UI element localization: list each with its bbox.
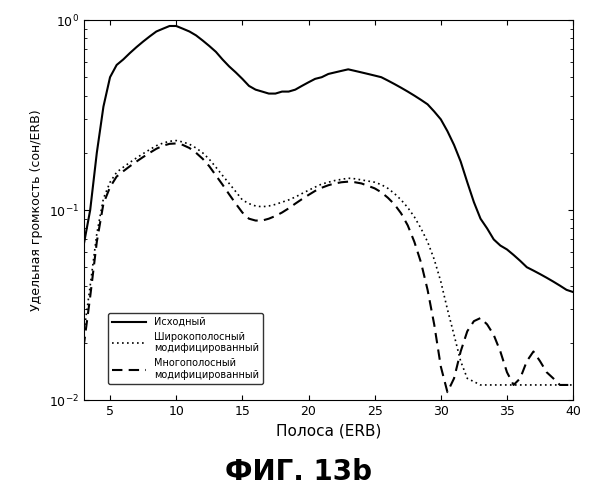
X-axis label: Полоса (ERB): Полоса (ERB) <box>276 424 381 438</box>
Text: ФИГ. 13b: ФИГ. 13b <box>225 458 372 486</box>
Legend: Исходный, Широкополосный
модифицированный, Многополосный
модифицированный: Исходный, Широкополосный модифицированны… <box>108 313 263 384</box>
Y-axis label: Удельная громкость (сон/ERB): Удельная громкость (сон/ERB) <box>30 109 43 311</box>
